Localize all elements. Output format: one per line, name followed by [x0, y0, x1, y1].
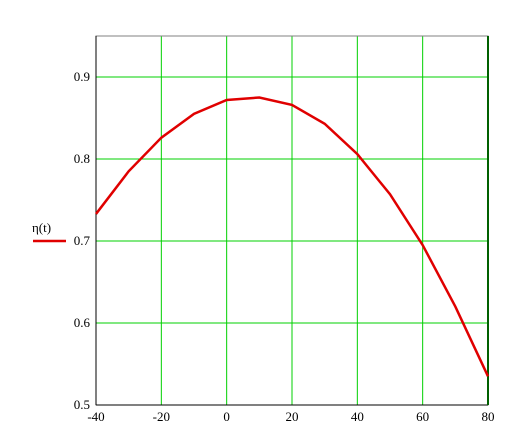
x-tick-label: 80	[482, 409, 495, 424]
x-tick-label: 60	[416, 409, 429, 424]
x-tick-label: 20	[286, 409, 299, 424]
y-tick-label: 0.5	[74, 397, 90, 412]
data-line	[95, 96, 490, 377]
x-tick-label: -40	[87, 409, 104, 424]
x-tick-label: 40	[351, 409, 364, 424]
x-tick-label: -20	[153, 409, 170, 424]
y-tick-label: 0.9	[74, 69, 90, 84]
legend-label: η(t)	[32, 220, 51, 235]
y-tick-label: 0.8	[74, 151, 90, 166]
y-tick-label: 0.7	[74, 233, 91, 248]
y-tick-label: 0.6	[74, 315, 91, 330]
x-tick-label: 0	[223, 409, 230, 424]
